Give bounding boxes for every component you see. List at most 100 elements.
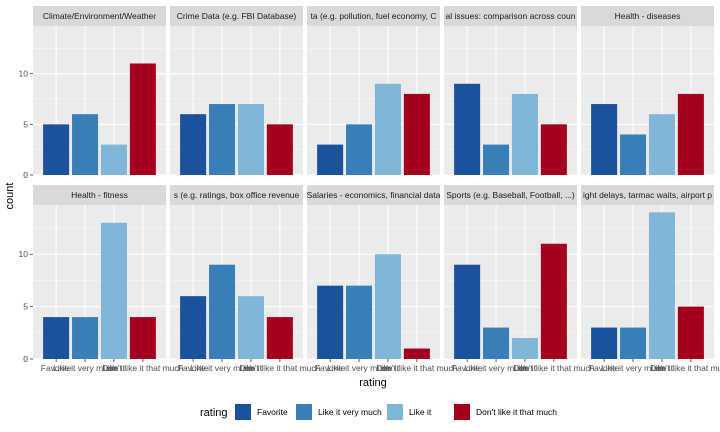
x-tick-label: Favorite [41,363,72,373]
bar [648,114,675,175]
facet-title: Climate/Environment/Weather [43,11,156,21]
facet-title: ight delays, tarmac waits, airport p [583,190,712,200]
legend-title: rating [200,407,228,419]
y-tick-label: 0 [23,170,28,180]
bar [43,317,70,359]
facet-title: al issues: comparison across coun [446,11,576,21]
x-tick-label: Favorite [589,363,620,373]
facet-strip [170,6,303,26]
x-tick-label: Like it [651,363,674,373]
bar [620,327,647,359]
y-tick-label: 10 [19,69,29,79]
x-tick-label: Favorite [315,363,346,373]
facet-panel: Crime Data (e.g. FBI Database) [170,6,303,176]
x-tick-label: Like it very much [190,363,254,373]
x-tick-label: Like it very much [464,363,528,373]
facet-strip [581,6,714,26]
bar [72,114,99,175]
x-tick-label: Don't like it that much [376,363,457,373]
facet-title: Sports (e.g. Baseball, Football, ...) [446,190,575,200]
bar [374,83,401,175]
facet-panel: al issues: comparison across coun [444,6,577,176]
facet-title: s (e.g. ratings, box office revenue [174,190,300,200]
facet-panel: ta (e.g. pollution, fuel economy, C [307,6,440,176]
bar [483,144,510,175]
bar [266,317,293,359]
bar [374,254,401,359]
bar [209,104,236,175]
x-tick-label: Like it very much [601,363,665,373]
bar [237,296,264,359]
legend-swatch [387,404,403,420]
bar [511,338,538,359]
facet-panel: Sports (e.g. Baseball, Football, ...) [444,185,577,360]
x-tick-label: Like it [514,363,537,373]
facet-title: Health - fitness [71,190,128,200]
x-tick-label: Don't like it that much [513,363,594,373]
bar [100,222,127,359]
facet-panel: s (e.g. ratings, box office revenue [170,185,303,360]
bar [72,317,99,359]
bar [317,144,344,175]
bar [266,124,293,175]
facet-strip [307,6,440,26]
bar [209,264,236,359]
y-tick-label: 5 [23,119,28,129]
facet-strip [444,6,577,26]
facet-panel: Health - diseases [581,6,714,176]
facet-strip [444,185,577,205]
bar [317,285,344,359]
bar [129,317,156,359]
facet-strip [170,185,303,205]
x-tick-label: Don't like it that much [650,363,720,373]
bar [180,296,207,359]
legend-entry: Like it [409,407,432,417]
bar [454,83,481,175]
bar [454,264,481,359]
facet-title: Health - diseases [615,11,681,21]
bar [677,93,704,175]
bar [511,93,538,175]
x-tick-label: Like it [240,363,263,373]
facet-panel: ight delays, tarmac waits, airport p [581,185,714,360]
legend-swatch [235,404,251,420]
x-tick-label: Don't like it that much [102,363,183,373]
x-tick-label: Favorite [178,363,209,373]
legend-swatch [454,404,470,420]
bar [540,124,567,175]
x-tick-label: Like it [377,363,400,373]
legend: rating Favorite Like it very much Like it Do… [200,404,557,420]
legend-entry: Don't like it that much [476,407,557,417]
bar [403,348,430,359]
bar [591,327,618,359]
bar [237,104,264,175]
bar [129,63,156,175]
facet-strip [33,185,166,205]
bar [180,114,207,175]
facet-title: ta (e.g. pollution, fuel economy, C [311,11,437,21]
x-tick-label: Like it very much [327,363,391,373]
y-tick-label: 10 [19,249,29,259]
bar [620,134,647,175]
facet-title: Crime Data (e.g. FBI Database) [177,11,297,21]
legend-swatch [296,404,312,420]
facet-strip [33,6,166,26]
x-tick-label: Favorite [452,363,483,373]
facet-strip [307,185,440,205]
facet-panel: Health - fitness [33,185,166,360]
x-tick-label: Don't like it that much [239,363,320,373]
bar [648,212,675,359]
facet-panel: Climate/Environment/Weather [33,6,166,176]
x-tick-label: Like it [103,363,126,373]
facet-panel: Salaries - economics, financial data [307,185,441,360]
facet-title: Salaries - economics, financial data [307,190,441,200]
legend-entry: Like it very much [318,407,382,417]
bar [677,306,704,359]
y-tick-label: 0 [23,354,28,364]
x-tick-label: Like it very much [53,363,117,373]
legend-entry: Favorite [257,407,288,417]
bar [540,243,567,359]
facet-strip [581,185,714,205]
